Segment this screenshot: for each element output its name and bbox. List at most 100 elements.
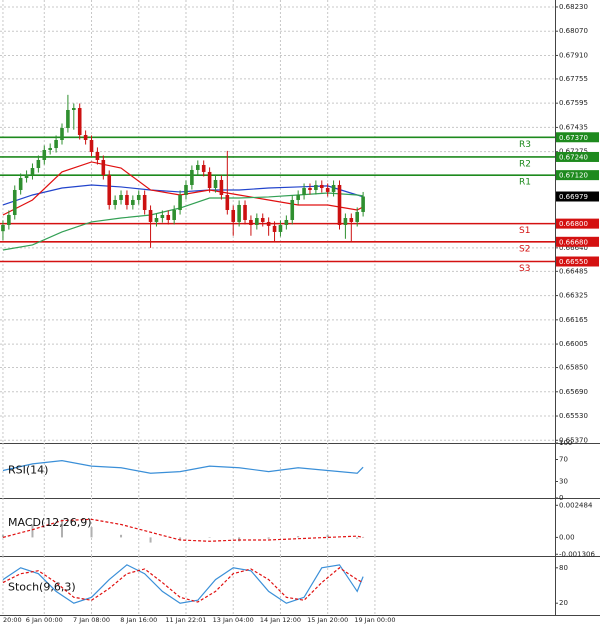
histogram-bar	[362, 537, 365, 538]
y-tick-label: 30	[559, 478, 568, 486]
level-tag	[556, 170, 599, 181]
series-line	[2, 518, 364, 542]
histogram-bar	[1, 534, 4, 538]
candle-body	[361, 196, 365, 212]
candle-body	[243, 204, 247, 220]
histogram-bar	[60, 519, 63, 538]
y-tick-label: 0.67435	[559, 123, 588, 131]
y-tick-label: 0.66005	[559, 340, 588, 348]
level-tag	[556, 151, 599, 162]
histogram-bar	[149, 537, 152, 543]
candle-body	[260, 218, 265, 222]
candle-body	[278, 224, 283, 232]
y-tick-label: 0.66485	[559, 267, 588, 275]
candle-body	[36, 159, 41, 169]
y-tick-label: 0.002484	[559, 501, 593, 509]
y-tick-label: 0.68230	[559, 3, 588, 11]
last-price-label: 0.66979	[559, 193, 588, 201]
panel-title: RSI(14)	[8, 464, 48, 477]
series-line	[2, 567, 364, 603]
candle-body	[12, 189, 17, 215]
histogram-bar	[326, 534, 329, 538]
histogram-bar	[179, 537, 182, 540]
y-tick-label: 0	[559, 494, 563, 502]
candle-body	[83, 134, 88, 140]
candle-body	[30, 168, 35, 175]
candle-body	[195, 164, 200, 170]
x-tick-label: 19 Jan 00:00	[354, 616, 395, 624]
y-tick-label: 100	[559, 439, 572, 447]
y-tick-label: 0.66165	[559, 316, 588, 324]
y-tick-label: 0.67595	[559, 99, 588, 107]
candle-body	[296, 194, 300, 200]
candle-body	[95, 151, 100, 160]
candle-body	[42, 149, 47, 160]
x-tick-label: 8 Jan 16:00	[120, 616, 157, 624]
candle-body	[308, 188, 312, 190]
panel-title: MACD(12,26,9)	[8, 516, 92, 529]
candle-body	[66, 109, 70, 129]
x-tick-label: 7 Jan 08:00	[73, 616, 110, 624]
candle-body	[325, 188, 330, 192]
y-tick-label: 0.67275	[559, 148, 588, 156]
candle-body	[166, 214, 171, 220]
level-tag-label: 0.67370	[559, 134, 588, 142]
candle-body	[237, 204, 241, 222]
histogram-bar	[31, 524, 34, 538]
candle-body	[148, 209, 153, 222]
candle-body	[131, 199, 135, 205]
histogram-bar	[297, 536, 300, 538]
candle-body	[272, 225, 277, 232]
histogram-bar	[267, 537, 270, 539]
candle-body	[142, 194, 147, 210]
y-tick-label: 0.68070	[559, 27, 588, 35]
level-name: R3	[519, 140, 531, 150]
y-tick-label: 0.66325	[559, 292, 588, 300]
y-tick-label: 20	[559, 599, 568, 607]
candle-body	[249, 219, 253, 225]
histogram-bar	[208, 537, 211, 538]
y-tick-label: 0.67755	[559, 75, 588, 83]
candle-body	[48, 148, 52, 150]
y-tick-label: 0.67910	[559, 51, 588, 59]
series-line	[2, 192, 364, 251]
candle-body	[290, 199, 295, 220]
candle-body	[184, 184, 188, 195]
candle-body	[24, 174, 29, 179]
x-tick-label: 13 Jan 04:00	[213, 616, 254, 624]
candle-body	[207, 171, 212, 189]
candle-body	[72, 108, 76, 110]
y-tick-label: 0.66640	[559, 244, 588, 252]
x-tick-label: 14 Jan 12:00	[260, 616, 301, 624]
candle-body	[201, 164, 206, 172]
y-tick-label: -0.001306	[559, 550, 595, 558]
candle-body	[314, 184, 318, 190]
candle-body	[18, 178, 23, 190]
level-tag-label: 0.66800	[559, 220, 588, 228]
y-tick-label: 0.65690	[559, 388, 588, 396]
level-name: R2	[519, 159, 531, 169]
level-tag-label: 0.66550	[559, 258, 588, 266]
candle-body	[60, 128, 64, 140]
candle-body	[343, 218, 348, 225]
level-tag	[556, 256, 599, 267]
candle-body	[355, 211, 360, 222]
candle-body	[190, 169, 194, 185]
candle-body	[231, 209, 236, 222]
candle-body	[7, 214, 11, 225]
y-tick-label: 0.00	[559, 533, 575, 541]
level-name: S1	[519, 226, 530, 236]
x-tick-label: 11 Jan 22:01	[165, 616, 206, 624]
histogram-bar	[90, 527, 93, 538]
panel-title: Stoch(9,6,3)	[8, 581, 76, 594]
series-line	[2, 161, 364, 216]
candle-body	[213, 179, 218, 189]
candle-body	[113, 199, 117, 205]
y-tick-label: 80	[559, 564, 568, 572]
candle-body	[77, 108, 82, 135]
level-tag	[556, 132, 599, 143]
candle-body	[225, 194, 230, 210]
